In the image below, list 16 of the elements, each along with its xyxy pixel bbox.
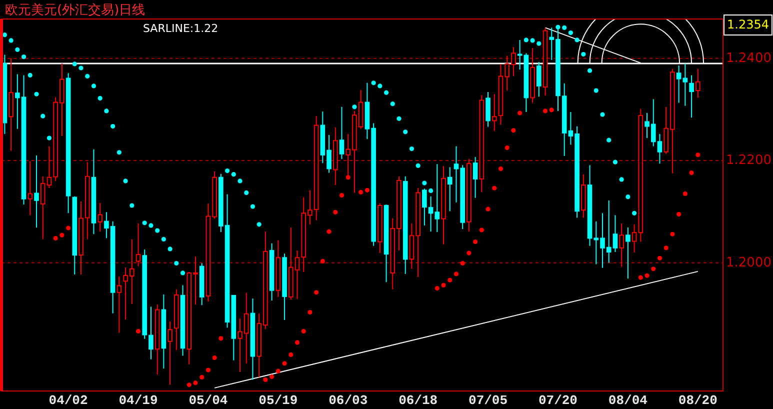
x-tick-label: 08/20 [678, 393, 718, 408]
x-tick-label: 07/20 [538, 393, 578, 408]
x-tick-label: 06/03 [328, 393, 368, 408]
x-tick-label: 08/04 [608, 393, 648, 408]
text: 1.2354 [727, 17, 769, 32]
x-tick-label: 05/19 [258, 393, 298, 408]
chart-title: 欧元美元(外汇交易)日线 [5, 2, 146, 18]
y-tick-label: 1.2000 [726, 255, 772, 270]
y-tick-label: 1.2200 [726, 153, 772, 168]
x-tick-label: 04/19 [118, 393, 158, 408]
x-tick-label: 06/18 [398, 393, 438, 408]
x-tick-label: 07/05 [468, 393, 508, 408]
annotation: SARLINE:1.22 [143, 22, 218, 35]
y-tick-label: 1.2400 [726, 50, 772, 66]
x-tick-label: 05/04 [188, 393, 228, 408]
x-tick-label: 04/02 [48, 393, 88, 408]
